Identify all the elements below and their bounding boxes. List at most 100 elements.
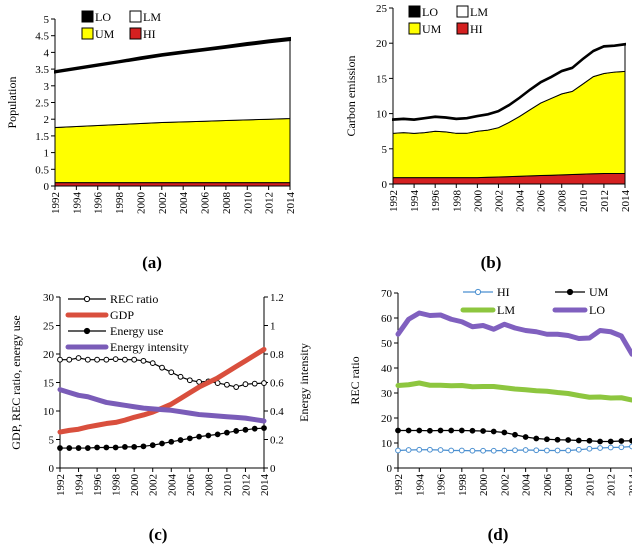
a-legend-swatch-hi [129, 27, 142, 40]
d-x-tick-label: 2010 [584, 474, 596, 497]
c-point-energy-use [159, 440, 165, 447]
d-point-um [501, 429, 508, 436]
c-point-rec-ratio [84, 356, 91, 363]
a-y-tick-label: 2.5 [35, 98, 49, 110]
c-legend-label-energy-use: Energy use [110, 324, 163, 338]
c-y2-axis-label: Energy intensity [297, 343, 311, 422]
c-point-energy-use [168, 438, 175, 445]
c-y2-tick-label: 0.6 [270, 378, 284, 390]
c-y2-tick-label: 0 [270, 463, 276, 475]
c-y2-tick-label: 1 [270, 321, 276, 333]
d-x-tick-label: 2000 [478, 474, 490, 497]
a-y-tick-label: 3.5 [35, 64, 49, 76]
c-point-rec-ratio [233, 384, 240, 390]
c-point-energy-use [196, 433, 202, 440]
c-point-rec-ratio [122, 356, 128, 363]
c-point-energy-use [233, 428, 240, 434]
d-y-tick-label: 20 [381, 413, 393, 425]
d-point-um [512, 431, 518, 438]
panel-c-label: (c) [149, 525, 168, 544]
d-line-lo [395, 310, 632, 357]
b-x-tick-label: 1996 [430, 190, 442, 213]
d-x-tick-label: 2014 [627, 474, 632, 497]
c-point-rec-ratio [149, 360, 156, 367]
d-point-hi [427, 446, 433, 453]
c-point-energy-use [186, 435, 193, 442]
d-y-tick-label: 40 [381, 363, 393, 375]
d-point-um [533, 435, 540, 442]
d-point-hi [565, 447, 572, 454]
c-point-rec-ratio [94, 356, 100, 363]
d-x-tick-label: 1994 [414, 474, 426, 497]
b-area-lo [392, 42, 626, 122]
a-y-tick-label: 1 [44, 148, 50, 160]
b-x-tick-label: 2006 [536, 190, 548, 213]
d-point-um [586, 437, 593, 444]
a-legend-label-lm: LM [143, 10, 161, 24]
d-point-hi [458, 447, 465, 454]
b-y-tick-label: 10 [376, 109, 388, 121]
c-x-tick-label: 2010 [222, 474, 234, 497]
d-legend-label-um: UM [589, 285, 609, 299]
c-y2-tick-label: 0.8 [270, 349, 284, 361]
d-point-um [522, 434, 529, 440]
c-point-rec-ratio [103, 356, 110, 363]
d-point-um [565, 437, 572, 443]
c-point-energy-use [149, 442, 156, 449]
a-area-hi [54, 182, 291, 187]
a-x-tick-label: 1996 [93, 192, 105, 215]
b-legend-swatch-um [408, 22, 421, 35]
c-x-tick-label: 1994 [74, 474, 86, 497]
d-point-hi [416, 446, 423, 453]
c-y-tick-label: 25 [43, 321, 55, 333]
d-point-hi [469, 447, 476, 454]
b-x-tick-label: 1998 [451, 190, 463, 213]
a-legend-label-hi: HI [143, 27, 156, 41]
a-y-tick-label: 0 [44, 181, 50, 193]
c-point-rec-ratio [186, 377, 193, 384]
panel-d-rec-ratio-chart: 0 10 20 30 40 50 60 70 REC ratio HI UM LM LO 1992 1994… [348, 285, 632, 496]
d-y-tick-label: 10 [381, 438, 393, 450]
b-x-tick-label: 2004 [515, 190, 527, 213]
panel-a-population-chart: 0 0.5 1 1.5 2 2.5 3 3.5 4 4.5 5 Population LO LM UM HI 1… [5, 10, 297, 214]
a-x-tick-label: 1998 [114, 192, 126, 215]
c-point-rec-ratio [112, 356, 119, 363]
c-legend-label-energy-intensity: Energy intensity [110, 340, 189, 354]
c-y-tick-label: 15 [43, 378, 55, 390]
d-y-tick-label: 0 [387, 463, 393, 475]
c-point-rec-ratio [57, 356, 63, 363]
a-x-tick-label: 2000 [135, 192, 147, 215]
d-point-hi [501, 447, 508, 454]
d-x-tick-label: 2006 [542, 474, 554, 497]
c-x-tick-label: 2002 [148, 474, 160, 496]
d-point-um [575, 437, 582, 444]
d-point-hi [544, 447, 550, 454]
d-x-tick-label: 2004 [521, 474, 533, 497]
c-point-energy-use [103, 444, 110, 451]
c-point-energy-use [251, 425, 258, 432]
b-x-tick-label: 2010 [578, 190, 590, 213]
d-legend-marker-hi [474, 288, 482, 296]
d-point-um [448, 427, 455, 434]
d-point-hi [480, 447, 486, 454]
b-legend-swatch-hi [456, 22, 469, 35]
d-point-um [395, 427, 401, 434]
c-point-energy-use [84, 445, 91, 451]
c-point-energy-use [131, 444, 138, 450]
c-x-tick-label: 1998 [111, 474, 123, 497]
b-y-axis-label: Carbon emission [344, 56, 358, 137]
b-legend-label-hi: HI [470, 22, 483, 36]
b-y-tick-label: 25 [376, 3, 388, 15]
c-legend-marker-rec-ratio [83, 295, 91, 303]
c-legend-marker-energy-use [83, 327, 91, 335]
d-line-lm [395, 380, 632, 403]
c-x-tick-label: 2008 [203, 474, 215, 497]
b-x-tick-label: 1994 [409, 190, 421, 213]
panel-c-gdp-energy-chart: 0 5 10 15 20 25 30 0 0.2 0.4 0.6 0.8 1 1.2 Energy inte… [9, 292, 311, 496]
c-point-rec-ratio [66, 356, 73, 363]
d-legend-marker-um [566, 288, 574, 296]
panel-d-label: (d) [488, 525, 509, 544]
c-point-energy-use [224, 429, 230, 436]
b-legend-swatch-lm [456, 5, 469, 18]
a-y-tick-label: 0.5 [35, 164, 49, 176]
